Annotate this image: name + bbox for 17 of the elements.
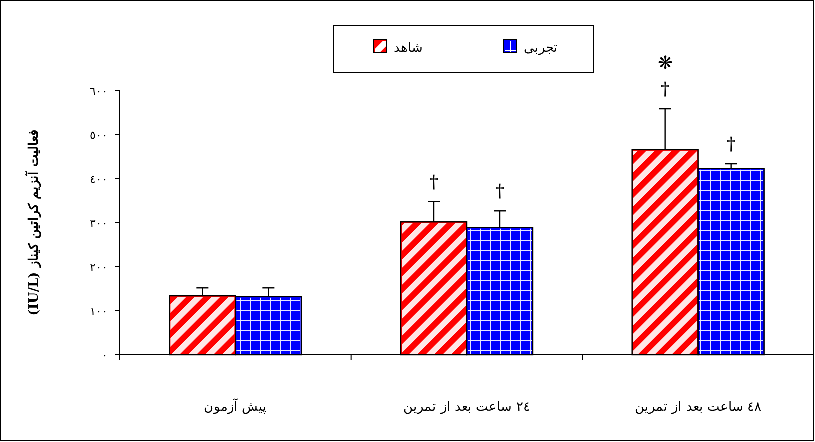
data-label: †	[726, 134, 736, 156]
y-tick-label: ٣٠٠	[90, 217, 108, 230]
x-tick-label: پیش آزمون	[204, 398, 268, 415]
legend-label: تجربی	[524, 41, 558, 56]
y-tick-label: ٦٠٠	[90, 85, 108, 98]
y-tick-label: ٤٠٠	[90, 173, 108, 186]
y-tick-label: ٠	[102, 349, 108, 362]
legend-label: شاهد	[394, 41, 423, 56]
y-axis-title: فعالیت آنزیم کراتین کیناز (IU/L)	[25, 130, 42, 316]
y-tick-label: ٥٠٠	[90, 129, 108, 142]
x-tick-label: ٤٨ ساعت بعد از تمرین	[635, 400, 762, 415]
y-tick-label: ١٠٠	[90, 305, 108, 318]
data-label: ❋ †	[658, 53, 673, 100]
data-label: †	[430, 172, 438, 193]
x-tick-label: ٢٤ ساعت بعد از تمرین	[404, 400, 530, 415]
data-label: †	[496, 181, 504, 202]
y-tick-label: ٢٠٠	[90, 261, 108, 274]
